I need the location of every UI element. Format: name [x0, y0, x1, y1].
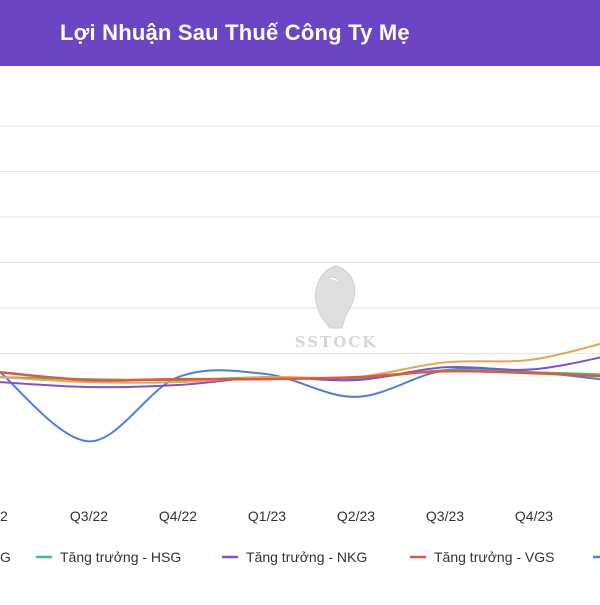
chart-area: SSTOCK 22Q3/22Q4/22Q1/23Q2/23Q3/23Q4/23 … [0, 66, 600, 600]
x-tick-label: Q4/22 [159, 508, 197, 524]
series-lines [0, 342, 600, 443]
title-bar: Lợi Nhuận Sau Thuế Công Ty Mẹ [0, 0, 600, 66]
legend: G Tăng trưởng - HSG Tăng trưởng - NKG Tăng … [0, 549, 600, 565]
x-tick-label: Q1/23 [248, 508, 286, 524]
legend-label: Tăng trưởng - NKG [246, 549, 367, 565]
legend-label: Tăng trưởng - HSG [60, 549, 181, 565]
legend-label: G [0, 549, 11, 565]
x-tick-label: Q3/22 [70, 508, 108, 524]
watermark-text: SSTOCK [295, 333, 378, 351]
chart-title: Lợi Nhuận Sau Thuế Công Ty Mẹ [60, 20, 410, 45]
legend-label: Tăng trưởng - VGS [434, 549, 554, 565]
x-tick-label: Q3/23 [426, 508, 464, 524]
horse-head-icon [315, 265, 356, 329]
x-axis-ticks: 22 Q3/22 Q4/22 Q1/23 Q2/23 Q3/23 Q4/23 [0, 508, 553, 524]
x-tick-label: Q4/23 [515, 508, 553, 524]
watermark: SSTOCK [295, 265, 378, 351]
x-tick-label: Q2/23 [337, 508, 375, 524]
line-chart: SSTOCK 22Q3/22Q4/22Q1/23Q2/23Q3/23Q4/23 … [0, 125, 600, 565]
series-line-vgs [0, 369, 600, 382]
grid-lines [0, 125, 600, 354]
x-tick-label: 22 [0, 508, 8, 524]
